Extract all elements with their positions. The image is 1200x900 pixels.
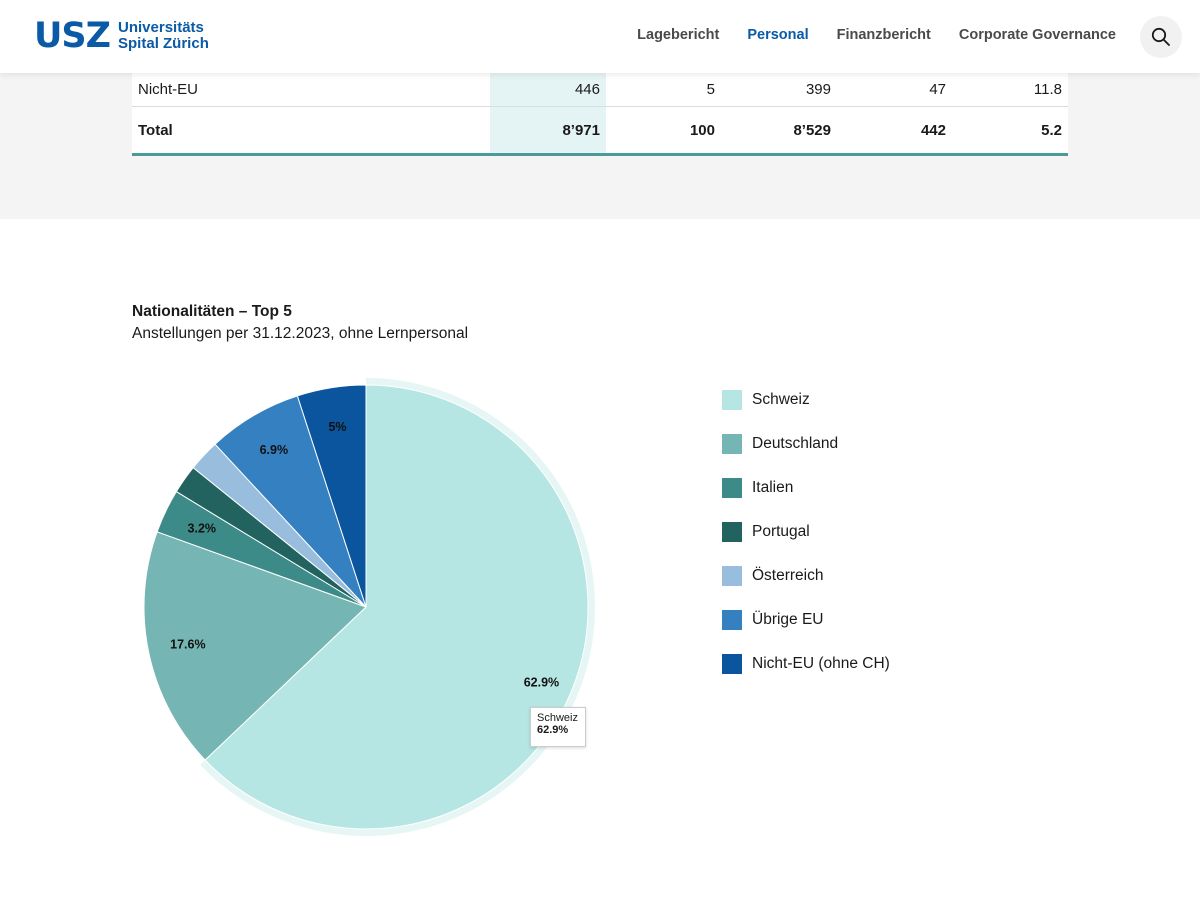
nationality-table: Nicht-EU 446 5 399 47 11.8 Total 8’971 1… [132,73,1068,156]
legend-swatch [722,390,742,410]
legend-item-0[interactable]: Schweiz [722,378,890,422]
table-cell: 399 [721,73,837,107]
table-cell: 100 [606,106,721,156]
legend-label: Portugal [752,523,810,540]
legend-label: Nicht-EU (ohne CH) [752,655,890,672]
table-cell: 5.2 [952,106,1068,156]
nav-personal[interactable]: Personal [747,27,809,43]
legend-item-4[interactable]: Österreich [722,554,890,598]
logo-line-1: Universitäts [118,19,204,36]
legend-swatch [722,610,742,630]
table-cell: 47 [837,73,952,107]
table-row: Nicht-EU 446 5 399 47 11.8 [132,73,1068,107]
legend-label: Übrige EU [752,611,824,628]
pie-data-label-0: 62.9% [524,675,559,689]
legend-item-3[interactable]: Portugal [722,510,890,554]
pie-data-label-6: 5% [328,420,346,434]
legend-swatch [722,522,742,542]
pie-data-label-5: 6.9% [260,443,289,457]
legend-item-6[interactable]: Nicht-EU (ohne CH) [722,642,890,686]
table-cell: 11.8 [952,73,1068,107]
pie-data-label-1: 17.6% [170,637,205,651]
legend-label: Italien [752,479,794,496]
legend-swatch [722,654,742,674]
table-cell: 5 [606,73,721,107]
row-label: Total [132,106,490,156]
search-icon [1151,27,1170,46]
pie-chart: 62.9% 17.6% 3.2% 6.9% 5% [130,370,610,850]
table-cell: 446 [490,73,606,107]
legend-label: Schweiz [752,391,810,408]
legend-item-5[interactable]: Übrige EU [722,598,890,642]
pie-slice-1[interactable] [143,531,367,761]
usz-logo[interactable]: USZ Universitäts Spital Zürich [34,18,209,54]
nav-lagebericht[interactable]: Lagebericht [637,27,720,43]
table-cell: 8’971 [490,106,606,156]
legend-item-1[interactable]: Deutschland [722,422,890,466]
nav-finanzbericht[interactable]: Finanzbericht [836,27,931,43]
site-header: USZ Universitäts Spital Zürich Lageberic… [0,0,1200,73]
table-row-total: Total 8’971 100 8’529 442 5.2 [132,106,1068,156]
chart-subtitle: Anstellungen per 31.12.2023, ohne Lernpe… [132,325,469,342]
chart-tooltip: Schweiz 62.9% [530,707,586,747]
table-section: Nicht-EU 446 5 399 47 11.8 Total 8’971 1… [0,73,1200,219]
tooltip-name: Schweiz [537,712,578,724]
row-label: Nicht-EU [132,73,490,107]
legend-item-2[interactable]: Italien [722,466,890,510]
logo-line-2: Spital Zürich [118,35,209,52]
logo-mark: USZ [34,16,111,56]
legend-swatch [722,478,742,498]
logo-text: Universitäts Spital Zürich [118,20,209,52]
chart-legend: Schweiz Deutschland Italien Portugal Österre… [722,378,890,686]
legend-label: Österreich [752,567,824,584]
nav-corporate-governance[interactable]: Corporate Governance [958,27,1116,43]
chart-title: Nationalitäten – Top 5 [132,303,292,320]
pie-chart-svg: 62.9% 17.6% 3.2% 6.9% 5% [143,378,595,836]
pie-slice-0[interactable] [204,384,589,830]
table-cell: 442 [837,106,952,156]
tooltip-value: 62.9% [537,724,569,736]
legend-label: Deutschland [752,435,839,452]
table-cell: 8’529 [721,106,837,156]
main-nav: Lagebericht Personal Finanzbericht Corpo… [609,27,1116,43]
pie-slice-6[interactable] [296,384,367,608]
pie-data-label-2: 3.2% [188,521,217,535]
legend-swatch [722,434,742,454]
search-button[interactable] [1140,16,1182,58]
legend-swatch [722,566,742,586]
